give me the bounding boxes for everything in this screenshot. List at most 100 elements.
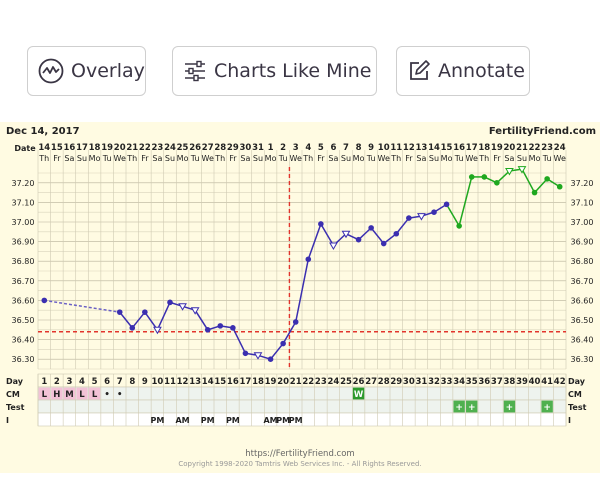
temp-point: [456, 223, 462, 229]
date-tick-label: 25: [177, 143, 189, 153]
date-tick-label: 5: [318, 143, 324, 153]
weekday-tick-label: We: [378, 154, 390, 163]
date-tick-label: 22: [139, 143, 151, 153]
temp-point: [468, 174, 475, 180]
temp-point: [368, 225, 374, 231]
day-tick-label: 4: [79, 377, 85, 387]
date-tick-label: 3: [293, 143, 299, 153]
row-label-right: Test: [568, 403, 587, 412]
day-tick-label: 26: [353, 377, 365, 387]
date-tick-label: 17: [466, 143, 478, 153]
weekday-tick-label: Fr: [317, 154, 325, 163]
charts-like-mine-label: Charts Like Mine: [214, 60, 372, 82]
temp-point: [531, 189, 538, 196]
row-label-left: I: [6, 416, 9, 425]
annotate-button[interactable]: Annotate: [396, 46, 530, 96]
date-tick-label: 14: [428, 143, 440, 153]
y-tick-label-left: 37.00: [12, 218, 35, 227]
weekday-tick-label: Tu: [190, 154, 200, 163]
date-tick-label: 30: [240, 143, 252, 153]
cm-cell-fill: [38, 387, 50, 400]
y-tick-label-left: 36.70: [12, 277, 35, 286]
weekday-tick-label: We: [114, 154, 126, 163]
day-tick-label: 3: [66, 377, 72, 387]
temp-segment: [294, 259, 310, 323]
date-tick-label: 31: [252, 143, 264, 153]
charts-like-mine-button[interactable]: Charts Like Mine: [172, 46, 377, 96]
intercourse-value: PM: [151, 416, 165, 425]
temp-point: [318, 221, 324, 227]
day-tick-label: 5: [92, 377, 98, 387]
intercourse-value: PM: [289, 416, 303, 425]
temp-segment: [194, 309, 209, 331]
day-tick-label: 6: [104, 377, 110, 387]
day-tick-label: 9: [142, 377, 148, 387]
weekday-tick-label: Tu: [278, 154, 288, 163]
test-value: +: [543, 403, 551, 413]
day-tick-label: 18: [252, 377, 264, 387]
temp-point: [494, 180, 500, 186]
day-tick-label: 31: [416, 377, 428, 387]
overlay-button[interactable]: Overlay: [27, 46, 146, 96]
weekday-tick-label: Mo: [441, 154, 453, 163]
weekday-tick-label: Tu: [542, 154, 552, 163]
weekday-tick-label: Tu: [366, 154, 376, 163]
temp-point: [217, 323, 224, 329]
overlay-label: Overlay: [71, 60, 145, 82]
cm-value: M: [65, 390, 73, 400]
day-tick-label: 33: [441, 377, 453, 387]
intercourse-value: PM: [226, 416, 240, 425]
test-value: +: [455, 403, 463, 413]
temp-point: [431, 209, 437, 215]
y-tick-label-right: 37.20: [571, 179, 594, 188]
date-tick-label: 26: [189, 143, 201, 153]
weekday-tick-label: Tu: [102, 154, 112, 163]
test-cell-fill: [503, 400, 516, 413]
temp-point: [267, 356, 274, 362]
date-tick-label: 17: [76, 143, 88, 153]
weekday-tick-label: Sa: [416, 154, 426, 163]
y-tick-label-right: 37.10: [571, 198, 594, 207]
temp-point: [230, 325, 236, 331]
weekday-tick-label: Su: [429, 154, 439, 163]
test-value: +: [506, 403, 514, 413]
row-label-right: Day: [568, 377, 586, 386]
date-tick-label: 24: [164, 143, 176, 153]
day-tick-label: 38: [504, 377, 516, 387]
weekday-tick-label: Tu: [454, 154, 464, 163]
temp-segment: [282, 321, 297, 344]
temp-point: [355, 236, 362, 243]
temp-point-open: [517, 166, 527, 174]
temp-point-open: [253, 352, 263, 360]
day-tick-label: 23: [315, 377, 327, 387]
y-tick-label-left: 37.10: [12, 198, 35, 207]
cm-cell-fill: [63, 387, 76, 400]
day-tick-label: 1: [41, 377, 47, 387]
date-tick-label: 10: [378, 143, 390, 153]
intercourse-value: PM: [201, 416, 215, 425]
weekday-tick-label: We: [466, 154, 478, 163]
weekday-tick-label: Sa: [328, 154, 338, 163]
temp-point: [129, 325, 136, 331]
temp-segment: [131, 311, 146, 329]
weekday-tick-label: Mo: [353, 154, 365, 163]
date-tick-label: 9: [368, 143, 374, 153]
row-label-right: I: [568, 416, 571, 425]
date-tick-label: 28: [214, 143, 226, 153]
date-tick-label: 13: [416, 143, 428, 153]
weekday-tick-label: Th: [478, 154, 489, 163]
y-tick-label-right: 36.30: [571, 355, 594, 364]
day-tick-label: 28: [378, 377, 390, 387]
temp-point: [380, 240, 387, 247]
weekday-tick-label: Sa: [240, 154, 250, 163]
temp-segment: [320, 223, 335, 246]
temp-point: [167, 299, 173, 306]
weekday-tick-label: Sa: [152, 154, 162, 163]
date-tick-label: 15: [441, 143, 453, 153]
temp-point: [242, 350, 249, 357]
weekday-tick-label: We: [290, 154, 302, 163]
day-tick-label: 15: [214, 377, 226, 387]
date-tick-label: 23: [152, 143, 164, 153]
cm-value: L: [42, 390, 48, 400]
y-tick-label-left: 36.40: [12, 336, 35, 345]
